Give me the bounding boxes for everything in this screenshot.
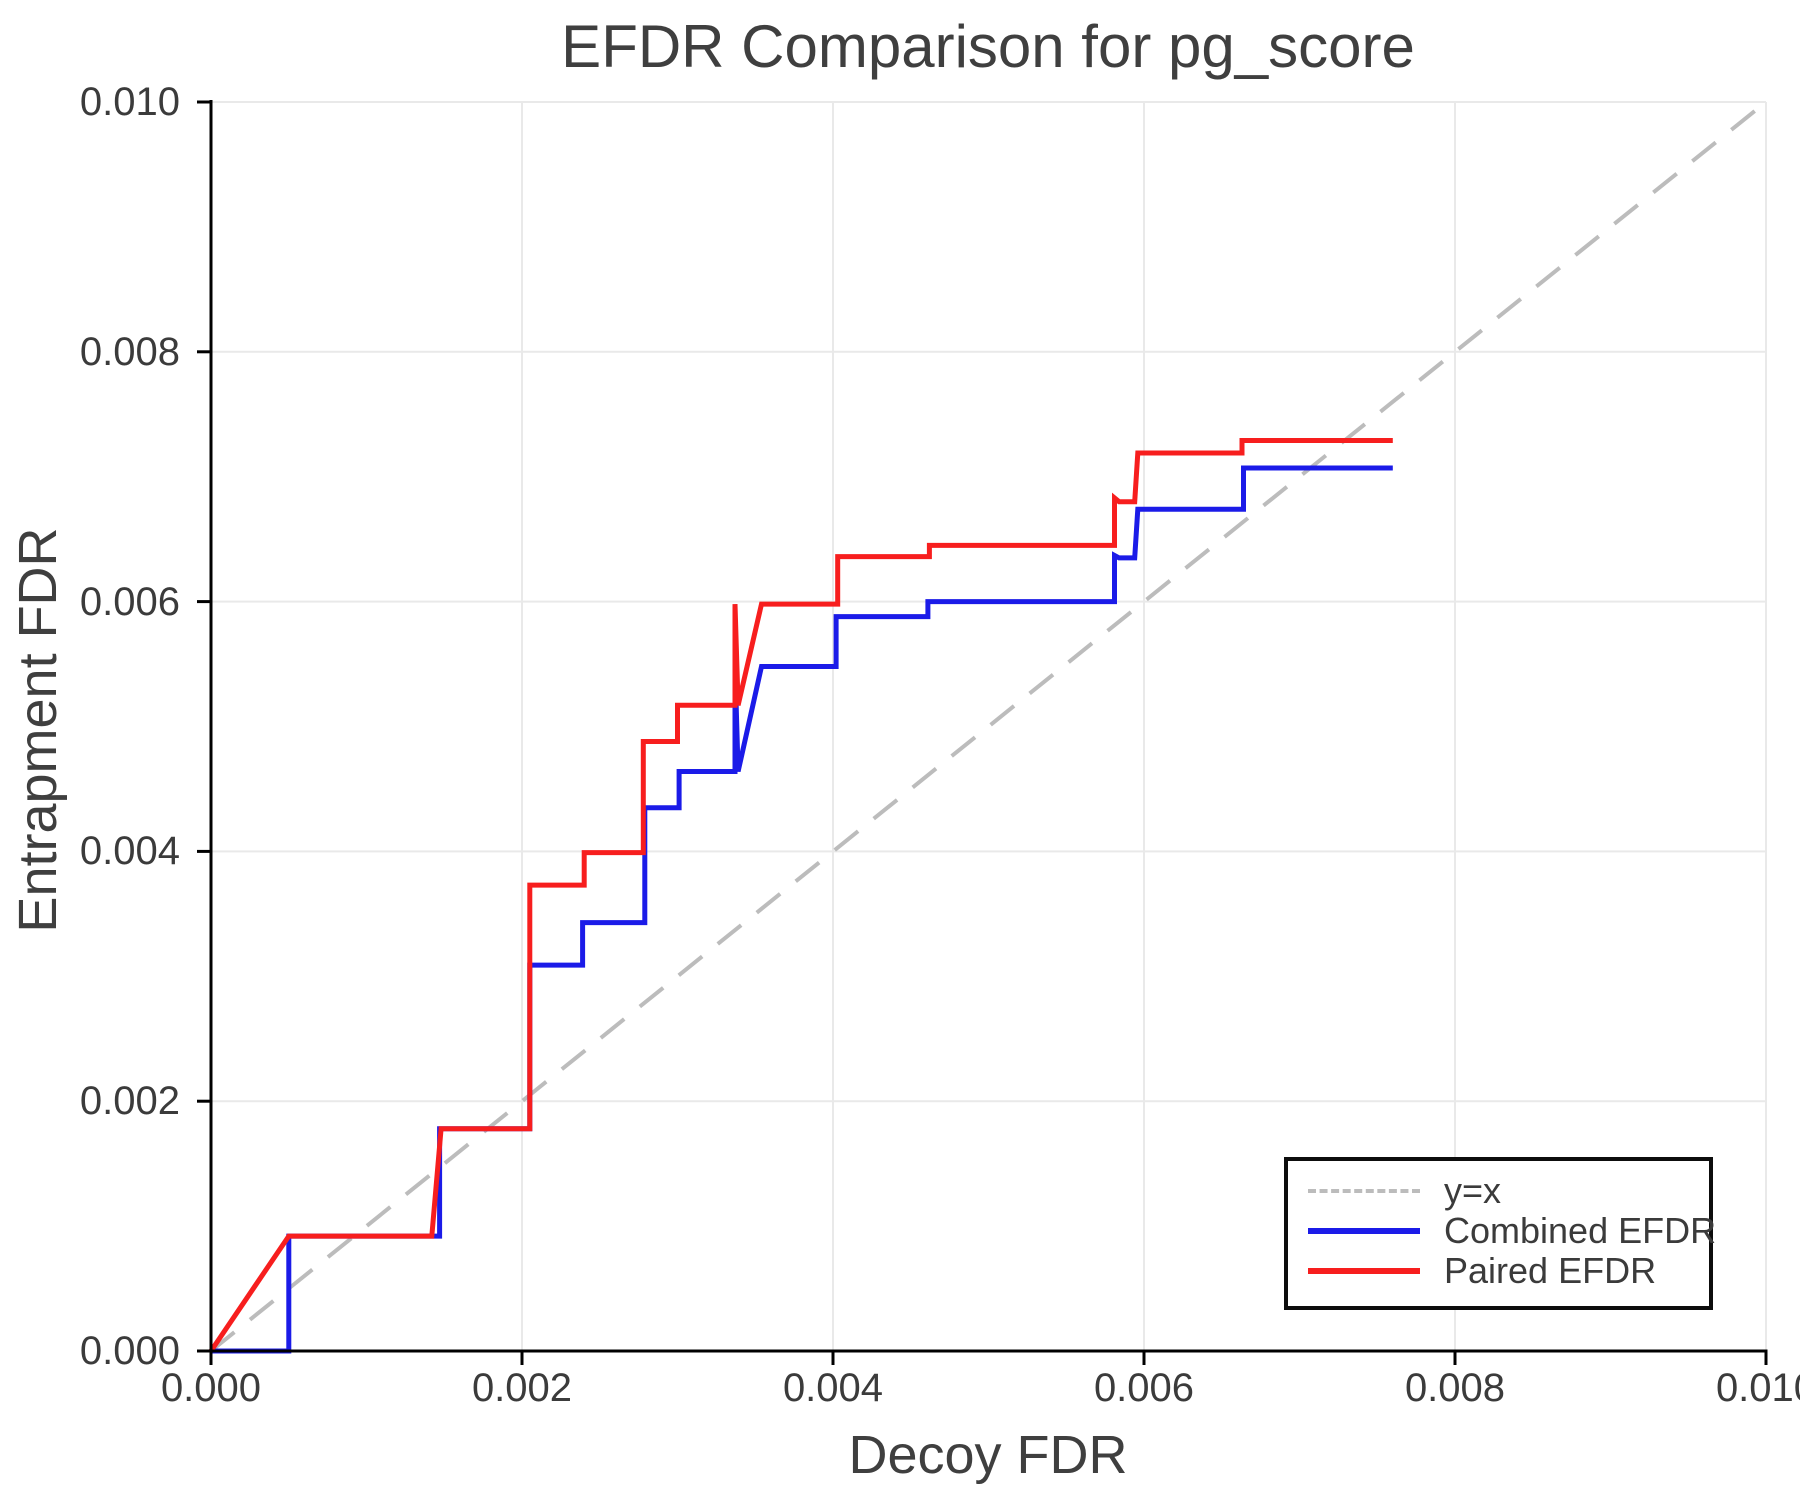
legend-row-combined: Combined EFDR — [1308, 1211, 1716, 1251]
legend-row-reference: y=x — [1308, 1171, 1709, 1211]
y-equals-x-line — [209, 100, 1768, 1353]
combined-efdr-line-sample — [1308, 1228, 1420, 1234]
paired-efdr-line — [208, 438, 1393, 1353]
x-tick-label: 0.004 — [782, 1366, 884, 1410]
y-axis-label: Entrapment FDR — [8, 527, 68, 933]
legend-label-paired: Paired EFDR — [1444, 1250, 1657, 1291]
y-tick-label: 0.002 — [79, 1079, 180, 1124]
x-tick-label: 0.008 — [1404, 1366, 1506, 1410]
combined-efdr-line — [211, 465, 1393, 1354]
y-tick-label: 0.006 — [79, 579, 180, 624]
y-tick-label: 0.004 — [79, 829, 180, 874]
legend: y=x Combined EFDR Paired EFDR — [1284, 1157, 1716, 1310]
y-equals-x-line-sample — [1308, 1189, 1420, 1193]
y-tick-label: 0.000 — [79, 1329, 180, 1373]
legend-label-combined: Combined EFDR — [1444, 1210, 1717, 1251]
paired-efdr-line-sample — [1308, 1268, 1420, 1274]
x-tick-label: 0.002 — [471, 1366, 573, 1410]
x-axis-label: Decoy FDR — [848, 1425, 1128, 1485]
legend-label-reference: y=x — [1444, 1170, 1502, 1211]
x-tick-label: 0.010 — [1715, 1366, 1800, 1410]
x-tick-label: 0.006 — [1093, 1366, 1195, 1410]
y-tick-label: 0.010 — [79, 80, 180, 124]
chart-title: EFDR Comparison for pg_score — [561, 13, 1415, 80]
legend-row-paired: Paired EFDR — [1308, 1251, 1709, 1291]
y-tick-label: 0.008 — [79, 329, 180, 374]
x-tick-label: 0.000 — [160, 1366, 262, 1410]
